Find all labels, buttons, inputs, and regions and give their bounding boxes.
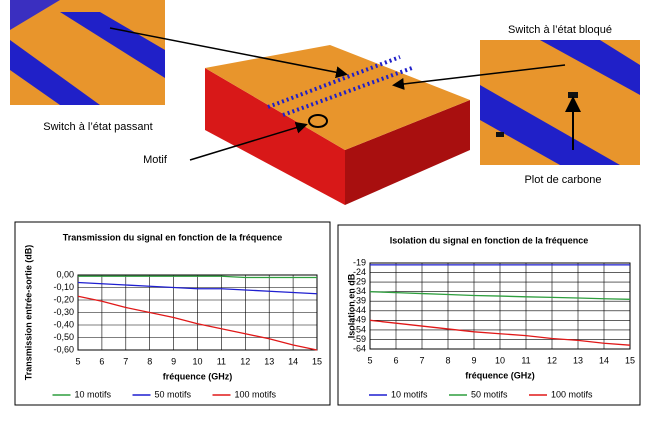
- chart-title: Isolation du signal en fonction de la fr…: [390, 235, 589, 245]
- x-tick-label: 9: [471, 355, 476, 365]
- x-tick-label: 12: [240, 356, 250, 366]
- x-tick-label: 5: [75, 356, 80, 366]
- x-tick-label: 15: [312, 356, 322, 366]
- x-tick-label: 6: [99, 356, 104, 366]
- x-tick-label: 11: [521, 355, 530, 365]
- label: Switch à l’état passant: [43, 121, 152, 133]
- x-tick-label: 12: [547, 355, 557, 365]
- x-axis-label: fréquence (GHz): [465, 370, 535, 380]
- x-tick-label: 7: [123, 356, 128, 366]
- legend-label: 10 motifs: [75, 389, 112, 399]
- x-tick-label: 6: [393, 355, 398, 365]
- x-tick-label: 10: [192, 356, 202, 366]
- y-tick-label: -0,60: [53, 344, 74, 354]
- y-axis-label: Transmission entrée-sortie (dB): [23, 245, 33, 381]
- label: Motif: [143, 154, 168, 166]
- illustration: Switch à l’état bloqué Switch à l’état p…: [10, 0, 640, 205]
- x-tick-label: 13: [264, 356, 274, 366]
- page: Switch à l’état bloqué Switch à l’état p…: [0, 0, 652, 417]
- x-tick-label: 5: [367, 355, 372, 365]
- x-tick-label: 8: [445, 355, 450, 365]
- label: Switch à l’état bloqué: [508, 24, 612, 36]
- legend-label: 50 motifs: [471, 389, 508, 399]
- x-tick-label: 11: [217, 356, 226, 366]
- y-tick-label: 0,00: [56, 269, 74, 279]
- y-tick-label: -0,30: [53, 307, 74, 317]
- y-tick-label: -0,10: [53, 282, 74, 292]
- x-tick-label: 8: [147, 356, 152, 366]
- y-tick-label: -0,50: [53, 332, 74, 342]
- x-tick-label: 9: [171, 356, 176, 366]
- x-tick-label: 10: [495, 355, 505, 365]
- y-tick-label: -0,40: [53, 319, 74, 329]
- x-tick-label: 7: [419, 355, 424, 365]
- x-tick-label: 15: [625, 355, 635, 365]
- label: Plot de carbone: [524, 174, 601, 186]
- x-tick-label: 14: [288, 356, 298, 366]
- legend-label: 100 motifs: [235, 389, 277, 399]
- x-tick-label: 13: [573, 355, 583, 365]
- y-axis-label: Isolation en dB: [346, 273, 356, 338]
- chart-title: Transmission du signal en fonction de la…: [63, 232, 283, 242]
- x-axis-label: fréquence (GHz): [163, 371, 233, 381]
- x-tick-label: 14: [599, 355, 609, 365]
- legend-label: 50 motifs: [155, 389, 192, 399]
- legend-label: 10 motifs: [391, 389, 428, 399]
- legend-label: 100 motifs: [551, 389, 593, 399]
- y-tick-label: -19: [353, 257, 366, 267]
- y-tick-label: -64: [353, 343, 366, 353]
- y-tick-label: -0,20: [53, 294, 74, 304]
